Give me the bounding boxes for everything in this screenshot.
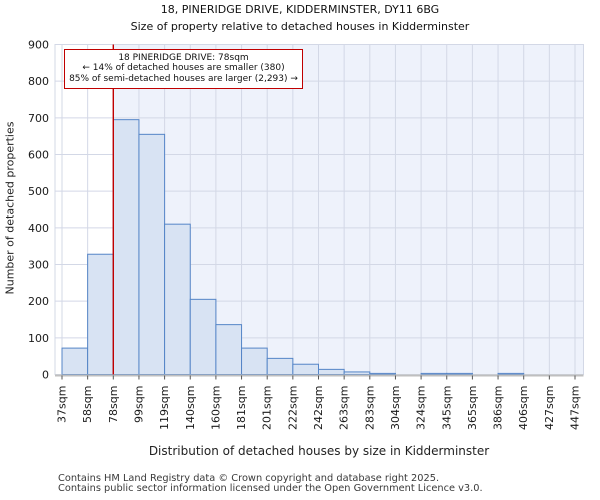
- histogram-bar: [369, 372, 396, 375]
- y-tick-label: 700: [28, 112, 49, 125]
- y-tick-label: 800: [28, 75, 49, 88]
- histogram-bar: [497, 372, 525, 375]
- x-tick-label: 99sqm: [132, 386, 145, 423]
- x-tick-label: 119sqm: [158, 386, 171, 430]
- x-tick-label: 345sqm: [440, 386, 453, 430]
- histogram-bar: [420, 372, 448, 375]
- histogram-bar: [446, 372, 473, 375]
- x-tick-label: 140sqm: [184, 386, 197, 430]
- histogram-bar: [343, 371, 371, 375]
- x-tick-label: 160sqm: [209, 386, 222, 430]
- chart-title: 18, PINERIDGE DRIVE, KIDDERMINSTER, DY11…: [160, 3, 440, 16]
- y-tick-label: 400: [28, 222, 49, 235]
- x-tick-label: 222sqm: [286, 386, 299, 430]
- x-tick-label: 201sqm: [261, 386, 274, 430]
- x-tick-label: 58sqm: [81, 386, 94, 423]
- histogram-bar: [241, 347, 268, 376]
- x-tick-label: 181sqm: [235, 386, 248, 430]
- x-tick-label: 304sqm: [389, 386, 402, 430]
- x-tick-label: 37sqm: [56, 386, 69, 423]
- footer-attribution-1: Contains HM Land Registry data © Crown c…: [58, 473, 440, 484]
- histogram-bar: [292, 363, 320, 376]
- y-tick-label: 600: [28, 149, 49, 162]
- y-tick-label: 100: [28, 332, 49, 345]
- annotation-smaller-stat: ← 14% of detached houses are smaller (38…: [82, 63, 285, 74]
- y-tick-label: 200: [28, 295, 49, 308]
- histogram-bar: [215, 324, 243, 375]
- y-tick-label: 0: [42, 369, 49, 382]
- x-tick-label: 447sqm: [569, 386, 582, 430]
- histogram-bar: [189, 298, 217, 376]
- x-axis-label: Distribution of detached houses by size …: [148, 444, 490, 458]
- histogram-bar: [87, 253, 114, 376]
- y-tick-label: 500: [28, 185, 49, 198]
- x-tick-label: 406sqm: [517, 386, 530, 430]
- footer-attribution-2: Contains public sector information licen…: [58, 483, 483, 494]
- x-tick-label: 365sqm: [466, 386, 479, 430]
- x-tick-label: 386sqm: [492, 386, 505, 430]
- histogram-bar: [61, 347, 89, 376]
- histogram-bar: [164, 223, 191, 375]
- chart-subtitle: Size of property relative to detached ho…: [130, 20, 470, 33]
- property-annotation-box: 18 PINERIDGE DRIVE: 78sqm ← 14% of detac…: [64, 49, 303, 89]
- histogram-bar: [138, 133, 166, 375]
- x-tick-label: 78sqm: [107, 386, 120, 423]
- histogram-bar: [112, 119, 140, 375]
- x-tick-label: 324sqm: [415, 386, 428, 430]
- x-tick-label: 283sqm: [363, 386, 376, 430]
- y-axis-label: Number of detached properties: [3, 121, 17, 295]
- histogram-bar: [318, 368, 345, 376]
- y-tick-label: 900: [28, 39, 49, 52]
- histogram-bar: [266, 357, 294, 376]
- annotation-larger-stat: 85% of semi-detached houses are larger (…: [69, 73, 298, 84]
- annotation-property-size: 18 PINERIDGE DRIVE: 78sqm: [118, 53, 249, 63]
- x-tick-label: 427sqm: [543, 386, 556, 430]
- x-tick-label: 242sqm: [312, 386, 325, 430]
- y-tick-label: 300: [28, 259, 49, 272]
- x-tick-label: 263sqm: [338, 386, 351, 430]
